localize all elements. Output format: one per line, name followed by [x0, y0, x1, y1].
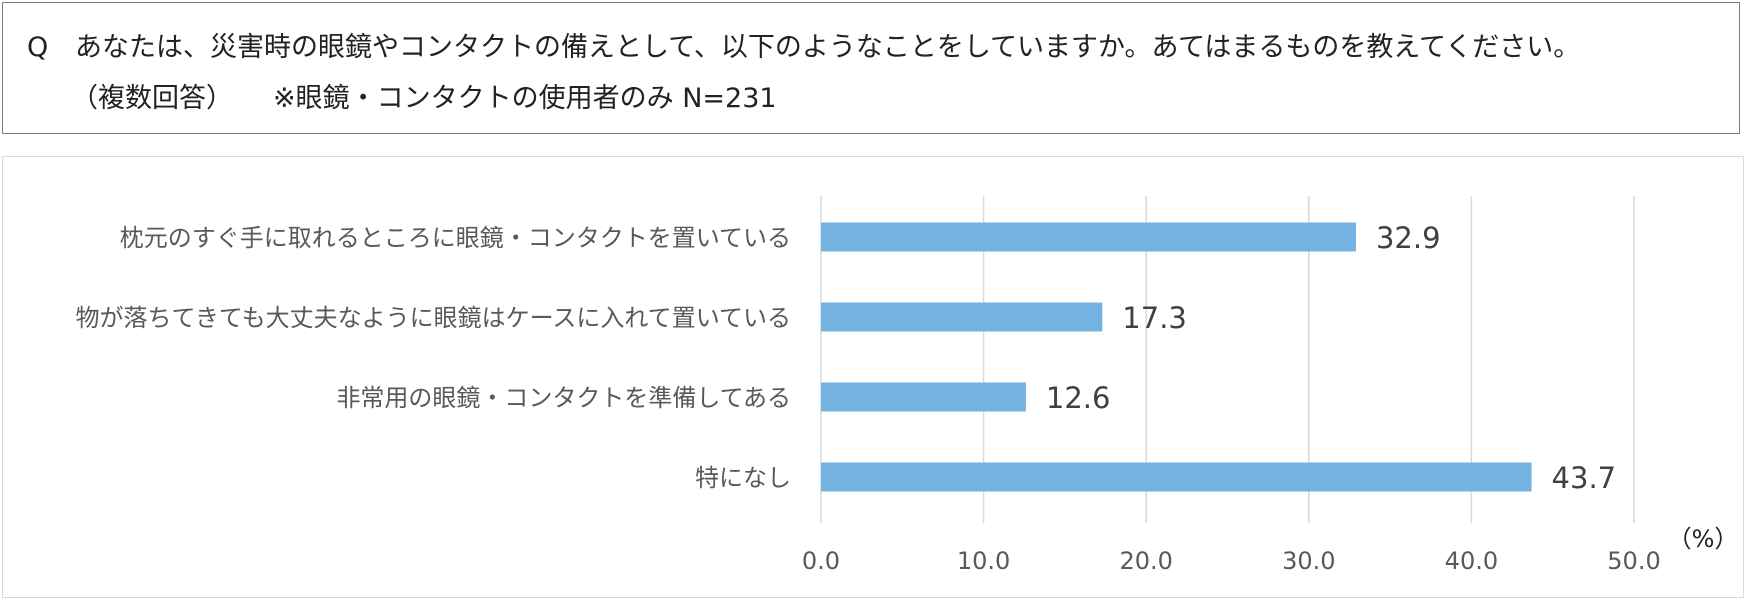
bar [821, 462, 1532, 492]
x-tick-label: 50.0 [1607, 547, 1660, 575]
question-line: Q あなたは、災害時の眼鏡やコンタクトの備えとして、以下のようなことをしていますか… [27, 34, 1580, 61]
bar-chart: 0.0 10.0 20.0 30.0 40.0 50.0 （%） 枕元のすぐ手に取れるところに… [76, 196, 1739, 575]
question-box: Q あなたは、災害時の眼鏡やコンタクトの備えとして、以下のようなことをしていますか… [2, 2, 1740, 134]
question-subline: （複数回答） ※眼鏡・コンタクトの使用者のみ N=231 [71, 85, 777, 112]
bar [821, 382, 1026, 412]
x-unit-label: （%） [1668, 525, 1739, 553]
x-tick-label: 40.0 [1445, 547, 1498, 575]
category-label: 物が落ちてきても大丈夫なように眼鏡はケースに入れて置いている [76, 304, 791, 332]
bar [821, 302, 1103, 332]
data-label: 32.9 [1376, 221, 1441, 255]
category-label: 枕元のすぐ手に取れるところに眼鏡・コンタクトを置いている [120, 224, 791, 252]
respondent-note: ※眼鏡・コンタクトの使用者のみ N=231 [273, 83, 777, 114]
chart-panel: 0.0 10.0 20.0 30.0 40.0 50.0 （%） 枕元のすぐ手に取れるところに… [2, 156, 1744, 598]
category-label: 非常用の眼鏡・コンタクトを準備してある [336, 384, 791, 412]
answer-type-note: （複数回答） [71, 83, 233, 114]
category-label: 特になし [695, 464, 791, 492]
question-marker: Q [27, 32, 49, 63]
labels: 0.0 10.0 20.0 30.0 40.0 50.0 （%） 枕元のすぐ手に取れるところに… [76, 221, 1739, 575]
data-label: 17.3 [1122, 301, 1187, 335]
x-tick-label: 10.0 [957, 547, 1010, 575]
bar [821, 222, 1356, 252]
data-label: 12.6 [1046, 381, 1111, 415]
data-label: 43.7 [1552, 461, 1617, 495]
x-tick-label: 20.0 [1119, 547, 1172, 575]
x-tick-label: 0.0 [802, 547, 840, 575]
x-tick-label: 30.0 [1282, 547, 1335, 575]
bars [821, 222, 1532, 492]
question-text: あなたは、災害時の眼鏡やコンタクトの備えとして、以下のようなことをしていますか。… [75, 32, 1581, 63]
